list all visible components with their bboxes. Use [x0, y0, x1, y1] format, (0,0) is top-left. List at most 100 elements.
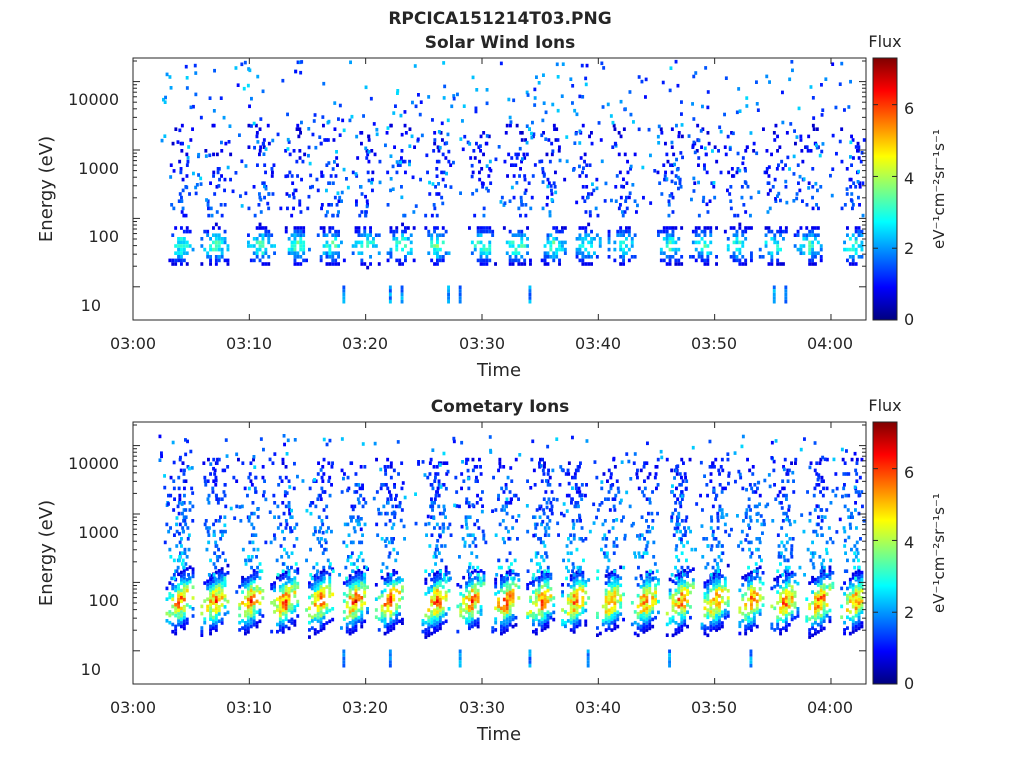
spectrogram-cell [340, 199, 343, 203]
spectrogram-cell [652, 540, 656, 545]
spectrogram-cell [659, 258, 663, 263]
spectrogram-speckle [792, 172, 796, 176]
spectrogram-cell [174, 610, 178, 614]
spectrogram-cell [542, 131, 545, 135]
spectrogram-cell [223, 258, 227, 263]
spectrogram-cell [354, 483, 358, 487]
spectrogram-cell [859, 159, 863, 164]
spectrogram-cell [537, 537, 540, 541]
spectrogram-speckle [849, 79, 852, 84]
spectrogram-cell [706, 255, 710, 259]
spectrogram-cell [334, 233, 338, 237]
spectrogram-cell [677, 622, 681, 627]
spectrogram-cell [321, 490, 325, 494]
spectrogram-cell [779, 562, 782, 566]
spectrogram-cell [633, 255, 637, 259]
spectrogram-cell [686, 624, 689, 629]
spectrogram-cell [616, 578, 620, 582]
spectrogram-cell [814, 251, 817, 255]
spectrogram-cell [287, 626, 291, 631]
spectrogram-cell [182, 565, 186, 570]
spectrogram-cell [546, 515, 550, 519]
spectrogram-cell [812, 529, 816, 534]
spectrogram-cell [636, 604, 640, 609]
spectrogram-cell [507, 152, 511, 157]
spectrogram-cell [815, 461, 819, 465]
spectrogram-spike [388, 289, 392, 293]
spectrogram-cell [718, 504, 722, 509]
spectrogram-cell [284, 149, 288, 153]
spectrogram-cell [662, 163, 666, 167]
spectrogram-cell [470, 588, 474, 593]
spectrogram-cell [596, 633, 599, 637]
spectrogram-cell [489, 181, 493, 185]
spectrogram-speckle [444, 184, 447, 188]
spectrogram-cell [578, 244, 582, 248]
spectrogram-cell [738, 606, 742, 611]
spectrogram-cell [209, 606, 212, 611]
spectrogram-cell [784, 574, 788, 578]
spectrogram-cell [468, 615, 471, 620]
spectrogram-cell [723, 612, 727, 616]
spectrogram-cell [322, 569, 326, 573]
spectrogram-cell [432, 203, 436, 207]
spectrogram-cell [284, 570, 288, 575]
spectrogram-cell [856, 141, 860, 146]
spectrogram-cell [546, 588, 550, 593]
spectrogram-cell [584, 601, 588, 606]
spectrogram-cell [520, 262, 524, 266]
spectrogram-cell [761, 603, 765, 607]
spectrogram-speckle [452, 94, 456, 98]
spectrogram-cell [465, 522, 468, 527]
spectrogram-cell [798, 565, 802, 570]
spectrogram-cell [292, 544, 296, 548]
spectrogram-cell [287, 605, 291, 609]
spectrogram-cell [313, 577, 317, 582]
spectrogram-speckle [528, 127, 531, 131]
spectrogram-cell [719, 465, 723, 469]
spectrogram-cell [335, 156, 339, 160]
spectrogram-cell [741, 262, 745, 266]
spectrogram-cell [561, 590, 564, 594]
spectrogram-cell [494, 628, 498, 632]
spectrogram-cell [316, 604, 320, 609]
spectrogram-cell [502, 226, 506, 230]
spectrogram-cell [706, 590, 710, 594]
spectrogram-cell [691, 240, 695, 245]
spectrogram-cell [241, 626, 244, 630]
spectrogram-cell [168, 547, 172, 552]
spectrogram-cell [846, 233, 849, 237]
spectrogram-cell [616, 574, 620, 578]
spectrogram-cell [776, 619, 780, 623]
spectrogram-cell [648, 587, 652, 591]
spectrogram-cell [353, 529, 357, 534]
spectrogram-cell [786, 515, 789, 519]
spectrogram-cell [749, 508, 752, 512]
spectrogram-cell [331, 181, 335, 185]
spectrogram-cell [623, 537, 627, 541]
spectrogram-cell [369, 262, 372, 266]
spectrogram-cell [610, 595, 614, 600]
spectrogram-cell [170, 576, 174, 581]
spectrogram-cell [575, 247, 579, 252]
spectrogram-cell [479, 255, 483, 259]
spectrogram-cell [848, 255, 852, 259]
spectrogram-cell [177, 608, 180, 613]
spectrogram-cell [202, 461, 206, 465]
spectrogram-cell [529, 599, 532, 603]
spectrogram-cell [799, 251, 803, 255]
spectrogram-cell [322, 605, 326, 609]
spectrogram-cell [479, 251, 483, 255]
spectrogram-cell [182, 229, 186, 234]
spectrogram-cell [718, 615, 721, 620]
spectrogram-speckle [575, 112, 579, 117]
spectrogram-cell [674, 603, 678, 607]
spectrogram-cell [755, 537, 759, 541]
spectrogram-cell [392, 612, 396, 616]
spectrogram-cell [709, 610, 713, 614]
spectrogram-cell [505, 504, 508, 509]
spectrogram-cell [431, 508, 434, 512]
spectrogram-cell [296, 233, 300, 237]
spectrogram-cell [206, 579, 210, 584]
spectrogram-cell [745, 508, 749, 512]
